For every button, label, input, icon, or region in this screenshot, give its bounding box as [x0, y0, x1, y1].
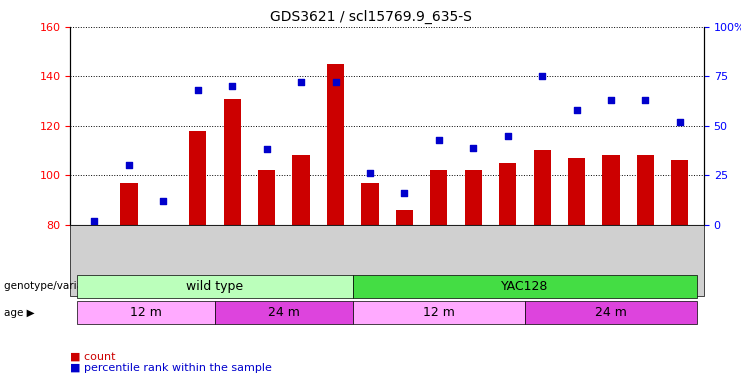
Text: GDS3621 / scl15769.9_635-S: GDS3621 / scl15769.9_635-S [270, 10, 471, 24]
Bar [293, 156, 310, 225]
Point [502, 132, 514, 139]
Bar [189, 131, 207, 225]
Bar [465, 170, 482, 225]
Bar [534, 151, 551, 225]
Bar [258, 170, 275, 225]
Bar [602, 156, 619, 225]
Point [295, 79, 307, 85]
Bar [120, 183, 138, 225]
Text: 24 m: 24 m [595, 306, 627, 319]
Point [123, 162, 135, 169]
Point [571, 107, 582, 113]
Point [399, 190, 411, 196]
Point [674, 119, 685, 125]
Point [639, 97, 651, 103]
Text: 12 m: 12 m [130, 306, 162, 319]
Text: age ▶: age ▶ [4, 308, 34, 318]
Text: ■ percentile rank within the sample: ■ percentile rank within the sample [70, 363, 272, 373]
Bar [499, 163, 516, 225]
Point [433, 137, 445, 143]
Bar [327, 64, 344, 225]
Point [157, 198, 169, 204]
Bar [637, 156, 654, 225]
Point [330, 79, 342, 85]
Bar [224, 99, 241, 225]
Point [226, 83, 238, 89]
Point [605, 97, 617, 103]
Bar [568, 158, 585, 225]
Text: 24 m: 24 m [268, 306, 300, 319]
Bar [362, 183, 379, 225]
Point [192, 87, 204, 93]
Point [261, 146, 273, 152]
Bar [431, 170, 448, 225]
Point [364, 170, 376, 176]
Point [536, 73, 548, 79]
Point [468, 144, 479, 151]
Text: ■ count: ■ count [70, 351, 116, 361]
Text: genotype/variation ▶: genotype/variation ▶ [4, 281, 114, 291]
Text: YAC128: YAC128 [501, 280, 548, 293]
Text: wild type: wild type [187, 280, 244, 293]
Point [89, 218, 101, 224]
Text: 12 m: 12 m [423, 306, 455, 319]
Bar [671, 161, 688, 225]
Bar [396, 210, 413, 225]
